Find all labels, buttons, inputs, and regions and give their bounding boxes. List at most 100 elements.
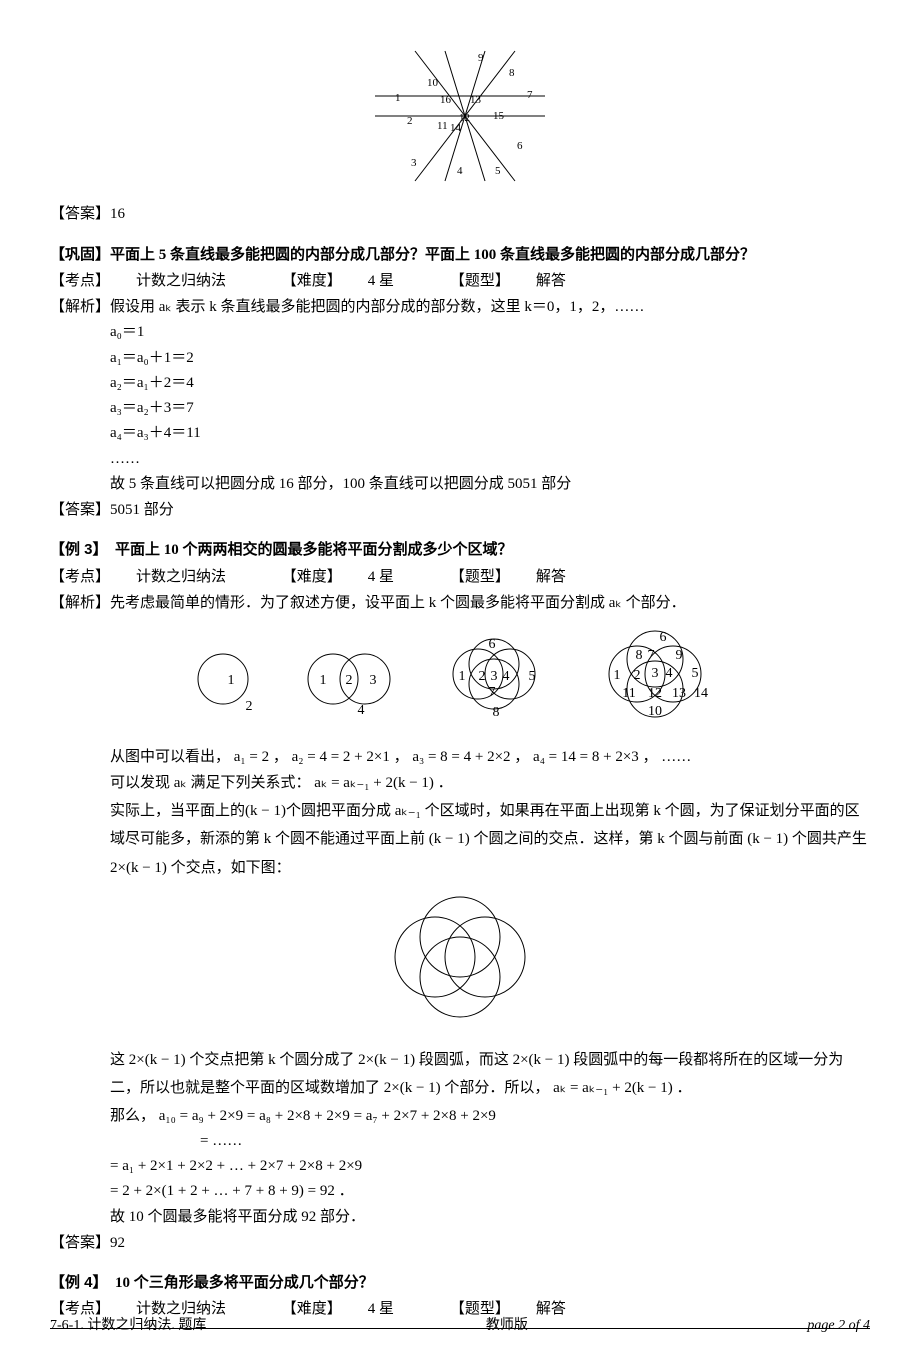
four-circles <box>375 892 545 1027</box>
title-tag: 【例 3】 <box>50 541 108 558</box>
equation-line: a₄＝a₃＋4＝11 <box>110 422 870 445</box>
body-8: = 2 + 2×(1 + 2 + … + 7 + 8 + 9) = 92 ． <box>110 1180 870 1203</box>
answer-value: 5051 部分 <box>110 502 174 518</box>
svg-text:14: 14 <box>694 686 708 701</box>
footer-page-prefix: page <box>807 1318 838 1333</box>
type-value: 解答 <box>536 273 566 289</box>
svg-text:5: 5 <box>495 165 501 177</box>
equation-line: 故 5 条直线可以把圆分成 16 部分，100 条直线可以把圆分成 5051 部… <box>110 473 870 496</box>
answer-2: 【答案】5051 部分 <box>50 498 870 522</box>
type-tag: 【题型】 <box>450 272 510 289</box>
anal-tag: 【解析】 <box>50 594 110 611</box>
svg-text:11: 11 <box>437 120 448 132</box>
page-footer: 7-6-1. 计数之归纳法. 题库 page 2 of 4 教师版 <box>50 1315 870 1337</box>
svg-text:7: 7 <box>527 89 533 101</box>
circles-4: 1234567891011121314 <box>597 629 727 724</box>
svg-text:4: 4 <box>357 703 364 718</box>
title-tag: 【例 4】 <box>50 1274 108 1291</box>
footer-page-total: 4 <box>863 1318 870 1333</box>
svg-text:2: 2 <box>634 668 641 683</box>
svg-text:16: 16 <box>440 94 452 106</box>
circles-2: 1 2 34 <box>305 644 405 724</box>
meta-topic: 计数之归纳法 <box>136 273 226 289</box>
title-tag: 【巩固】 <box>50 246 110 263</box>
equation-block: a₀＝1 a₁＝a₀＋1＝2a₂＝a₁＋2＝4a₃＝a₂＋3＝7a₄＝a₃＋4＝1… <box>50 321 870 496</box>
svg-text:9: 9 <box>478 52 484 64</box>
circles-1: 12 <box>193 644 283 724</box>
analysis-head-3: 【解析】先考虑最简单的情形．为了叙述方便，设平面上 k 个圆最多能将平面分割成 … <box>50 591 870 615</box>
figure-lines-16: 12345678910111213141516 <box>50 46 870 194</box>
answer-value: 92 <box>110 1235 125 1251</box>
example-3-title: 【例 3】 平面上 10 个两两相交的圆最多能将平面分割成多少个区域？ <box>50 538 870 562</box>
svg-text:13: 13 <box>672 686 686 701</box>
answer-tag: 【答案】 <box>50 205 110 222</box>
svg-text:3: 3 <box>411 157 417 169</box>
svg-text:11: 11 <box>622 686 635 701</box>
circles-3: 12345678 <box>448 634 553 724</box>
diff-tag: 【难度】 <box>282 568 342 585</box>
body-6: = …… <box>200 1130 870 1153</box>
meta-tag: 【考点】 <box>50 272 110 289</box>
svg-text:14: 14 <box>450 122 462 134</box>
type-tag: 【题型】 <box>450 568 510 585</box>
svg-text:15: 15 <box>493 110 505 122</box>
footer-page-num: 2 <box>838 1318 845 1333</box>
svg-text:7: 7 <box>648 648 655 663</box>
body-3: 实际上，当平面上的(k − 1)个圆把平面分成 aₖ₋₁ 个区域时，如果再在平面… <box>110 797 870 883</box>
svg-text:10: 10 <box>427 77 439 89</box>
svg-text:5: 5 <box>692 666 699 681</box>
svg-text:2: 2 <box>407 115 413 127</box>
svg-text:1: 1 <box>319 673 326 688</box>
svg-text:9: 9 <box>676 648 683 663</box>
svg-text:1: 1 <box>395 92 401 104</box>
figure-circles-row: 12 1234 12345678 1234567891011121314 <box>50 629 870 732</box>
equation-line: a₂＝a₁＋2＝4 <box>110 372 870 395</box>
svg-text:1: 1 <box>614 668 621 683</box>
svg-text:2: 2 <box>245 699 252 714</box>
meta-tag: 【考点】 <box>50 568 110 585</box>
diff-value: 4 星 <box>368 273 394 289</box>
svg-text:5: 5 <box>529 669 536 684</box>
answer-3: 【答案】92 <box>50 1231 870 1255</box>
svg-text:6: 6 <box>517 140 523 152</box>
problem-gonggu-title: 【巩固】平面上 5 条直线最多能把圆的内部分成几部分？平面上 100 条直线最多… <box>50 243 870 267</box>
equation-line: a₀＝1 <box>110 321 870 344</box>
anal-tag: 【解析】 <box>50 298 110 315</box>
equation-line: a₁＝a₀＋1＝2 <box>110 347 870 370</box>
svg-text:6: 6 <box>660 630 667 645</box>
body-9: 故 10 个圆最多能将平面分成 92 部分． <box>110 1206 870 1229</box>
body-4: 这 2×(k − 1) 个交点把第 k 个圆分成了 2×(k − 1) 段圆弧，… <box>110 1046 870 1103</box>
anal-head: 先考虑最简单的情形．为了叙述方便，设平面上 k 个圆最多能将平面分割成 aₖ 个… <box>110 595 686 611</box>
type-value: 解答 <box>536 569 566 585</box>
problem-gonggu-meta: 【考点】 计数之归纳法 【难度】 4 星 【题型】 解答 <box>50 269 870 293</box>
svg-text:12: 12 <box>648 686 662 701</box>
answer-value: 16 <box>110 206 125 222</box>
equation-line: a₃＝a₂＋3＝7 <box>110 397 870 420</box>
svg-text:13: 13 <box>470 94 482 106</box>
body-5: 那么， a₁₀ = a₉ + 2×9 = a₈ + 2×8 + 2×9 = a₇… <box>110 1105 870 1128</box>
svg-text:8: 8 <box>493 705 500 720</box>
svg-text:8: 8 <box>509 67 515 79</box>
answer-1: 【答案】16 <box>50 202 870 226</box>
diff-tag: 【难度】 <box>282 272 342 289</box>
svg-text:4: 4 <box>503 669 510 684</box>
lines-diagram: 12345678910111213141516 <box>365 46 555 186</box>
equation-line: …… <box>110 448 870 471</box>
footer-right: page 2 of 4 <box>807 1315 870 1337</box>
answer-tag: 【答案】 <box>50 1234 110 1251</box>
svg-text:2: 2 <box>479 669 486 684</box>
body-1: 从图中可以看出， a₁ = 2 ， a₂ = 4 = 2 + 2×1 ， a₃ … <box>110 746 870 769</box>
svg-text:3: 3 <box>369 673 376 688</box>
svg-text:7: 7 <box>489 685 496 700</box>
svg-text:6: 6 <box>489 637 496 652</box>
svg-text:2: 2 <box>345 673 352 688</box>
analysis-head: 【解析】假设用 aₖ 表示 k 条直线最多能把圆的内部分成的部分数，这里 k＝0… <box>50 295 870 319</box>
body-7: = a₁ + 2×1 + 2×2 + … + 2×7 + 2×8 + 2×9 <box>110 1155 870 1178</box>
svg-text:3: 3 <box>491 669 498 684</box>
title-text: 平面上 5 条直线最多能把圆的内部分成几部分？平面上 100 条直线最多能把圆的… <box>110 247 755 263</box>
meta-topic: 计数之归纳法 <box>136 569 226 585</box>
anal-head: 假设用 aₖ 表示 k 条直线最多能把圆的内部分成的部分数，这里 k＝0，1，2… <box>110 299 644 315</box>
figure-four-circles <box>50 892 870 1035</box>
footer-left: 7-6-1. 计数之归纳法. 题库 <box>50 1315 206 1337</box>
svg-text:4: 4 <box>457 165 463 177</box>
